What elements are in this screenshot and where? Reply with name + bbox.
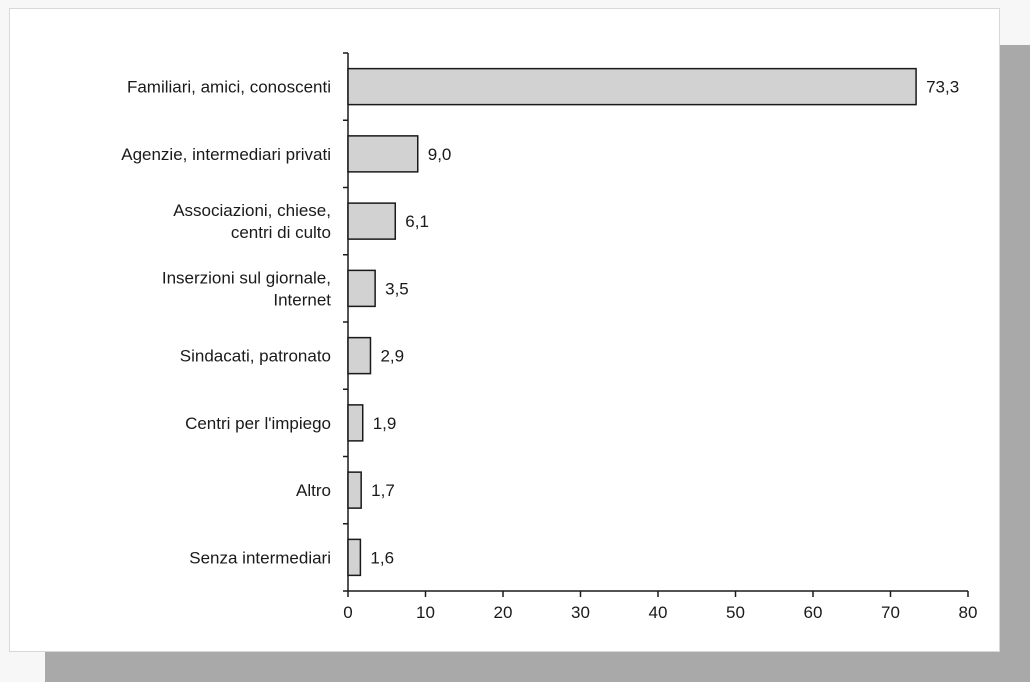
value-label: 1,7 xyxy=(371,481,395,500)
value-label: 2,9 xyxy=(380,347,404,366)
x-tick-label: 30 xyxy=(571,603,590,622)
value-label: 1,9 xyxy=(373,414,397,433)
value-label: 1,6 xyxy=(370,548,394,567)
value-label: 9,0 xyxy=(428,145,452,164)
x-tick-label: 0 xyxy=(343,603,352,622)
bar xyxy=(347,404,364,442)
category-label: Sindacati, patronato xyxy=(180,347,331,366)
value-label: 73,3 xyxy=(926,78,959,97)
axes xyxy=(343,52,969,597)
x-tick-label: 40 xyxy=(649,603,668,622)
x-tick-label: 80 xyxy=(959,603,978,622)
bar xyxy=(347,471,362,509)
x-tick-label: 50 xyxy=(726,603,745,622)
bar xyxy=(347,135,419,173)
category-label: Altro xyxy=(296,481,331,500)
category-label: Agenzie, intermediari privati xyxy=(121,145,331,164)
bar xyxy=(347,336,372,375)
category-label: Familiari, amici, conoscenti xyxy=(127,78,331,97)
value-label: 6,1 xyxy=(405,212,429,231)
category-labels: Familiari, amici, conoscenti Agenzie, int… xyxy=(121,78,331,568)
x-tick-labels: 0 10 20 30 40 50 60 70 80 xyxy=(343,603,977,622)
bars xyxy=(347,67,917,577)
bar xyxy=(347,538,362,577)
x-tick-label: 70 xyxy=(881,603,900,622)
x-tick-label: 20 xyxy=(494,603,513,622)
chart-card xyxy=(9,8,1000,652)
value-labels: 73,3 9,0 6,1 3,5 2,9 1,9 1,7 1,6 xyxy=(370,78,959,568)
bar xyxy=(347,67,917,106)
x-tick-label: 10 xyxy=(416,603,435,622)
category-label: Centri per l'impiego xyxy=(185,414,331,433)
value-label: 3,5 xyxy=(385,279,409,298)
category-label: Senza intermediari xyxy=(189,548,331,567)
bar xyxy=(347,269,376,308)
bar xyxy=(347,202,397,240)
category-label: Associazioni, chiese, centri di culto xyxy=(173,201,331,242)
category-label: Inserzioni sul giornale, Internet xyxy=(162,268,331,309)
x-tick-label: 60 xyxy=(804,603,823,622)
